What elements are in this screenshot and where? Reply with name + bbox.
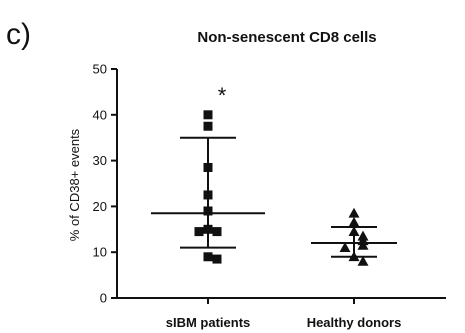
y-tick-label: 0 (100, 291, 107, 306)
error-bars (151, 136, 397, 258)
data-point-triangle (348, 207, 360, 218)
y-tick-label: 20 (93, 199, 107, 214)
data-point-triangle (348, 216, 360, 227)
significance-marker: * (218, 83, 227, 108)
data-point-triangle (357, 239, 369, 250)
annotations: * (218, 83, 227, 108)
axes (116, 69, 446, 299)
data-point-triangle (357, 255, 369, 266)
chart-title: Non-senescent CD8 cells (197, 29, 376, 46)
data-point-square (203, 110, 213, 120)
y-tick-label: 30 (93, 153, 107, 168)
data-point-square (203, 121, 213, 131)
data-point-square (212, 227, 222, 237)
x-tick-label: Healthy donors (307, 315, 402, 330)
y-tick-label: 50 (93, 62, 107, 77)
x-tick-label: sIBM patients (166, 315, 251, 330)
data-point-triangle (339, 242, 351, 253)
data-point-square (194, 227, 204, 237)
data-point-square (203, 252, 213, 262)
y-tick-label: 10 (93, 245, 107, 260)
data-point-square (212, 254, 222, 264)
panel-label: c) (6, 18, 31, 51)
y-axis-label: % of CD38+ events (67, 128, 82, 241)
y-ticks: 0 10 20 30 40 50 (93, 62, 117, 306)
y-tick-label: 40 (93, 107, 107, 122)
x-tick-labels: sIBM patients Healthy donors (166, 298, 402, 330)
